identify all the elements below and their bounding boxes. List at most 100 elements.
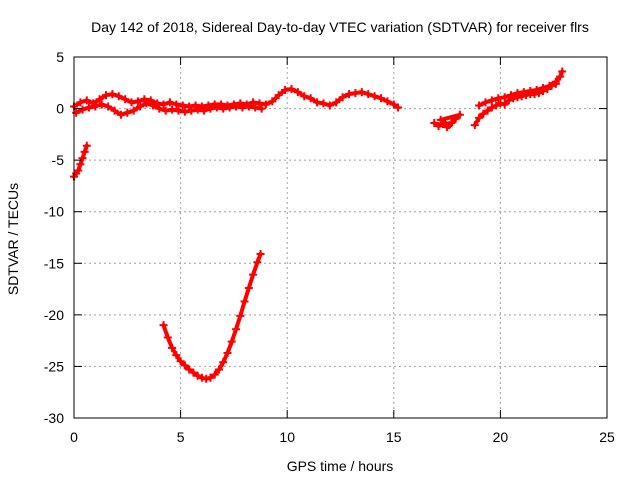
data-point xyxy=(232,325,241,334)
data-point xyxy=(78,154,87,163)
data-point xyxy=(500,100,509,109)
data-point xyxy=(76,160,85,169)
data-point xyxy=(193,371,202,380)
data-point xyxy=(300,92,309,101)
data-point xyxy=(244,102,253,111)
data-point xyxy=(487,96,496,105)
data-point xyxy=(526,87,535,96)
data-point xyxy=(539,83,548,92)
data-point xyxy=(161,106,170,115)
data-point xyxy=(519,88,528,97)
data-point xyxy=(206,373,215,382)
data-point xyxy=(165,98,174,107)
data-point xyxy=(238,103,247,112)
data-point xyxy=(500,93,509,102)
data-point xyxy=(148,101,157,110)
y-tick-label: -15 xyxy=(44,255,64,271)
data-point xyxy=(364,90,373,99)
data-point xyxy=(436,115,445,124)
data-point xyxy=(319,99,328,108)
data-point xyxy=(136,102,145,111)
data-point xyxy=(202,374,211,383)
data-point xyxy=(174,106,183,115)
data-point xyxy=(357,88,366,97)
data-point xyxy=(172,100,181,109)
plot-frame xyxy=(73,56,608,419)
data-point xyxy=(78,105,87,114)
data-point xyxy=(434,122,443,131)
y-tick-label: -25 xyxy=(44,358,64,374)
data-point xyxy=(159,321,168,330)
data-point xyxy=(257,104,266,113)
data-point xyxy=(214,365,223,374)
y-tick-label: 5 xyxy=(56,49,64,65)
data-point xyxy=(470,121,479,130)
data-point xyxy=(163,333,172,342)
data-point xyxy=(325,101,334,110)
data-point xyxy=(240,297,249,306)
data-point xyxy=(351,89,360,98)
data-point xyxy=(287,84,296,93)
data-point xyxy=(219,358,228,367)
data-point xyxy=(84,103,93,112)
data-point xyxy=(116,110,125,119)
data-point xyxy=(155,104,164,113)
data-point xyxy=(496,99,505,108)
data-point xyxy=(383,97,392,106)
data-point xyxy=(197,373,206,382)
data-point xyxy=(551,79,560,88)
data-point xyxy=(82,96,91,105)
data-point xyxy=(253,258,262,267)
data-point xyxy=(377,94,386,103)
data-point xyxy=(129,106,138,115)
data-point xyxy=(394,103,403,112)
data-point xyxy=(206,104,215,113)
data-point xyxy=(451,114,460,123)
data-point xyxy=(293,88,302,97)
data-point xyxy=(142,99,151,108)
data-point xyxy=(251,103,260,112)
data-point xyxy=(110,106,119,115)
data-point xyxy=(127,98,136,107)
data-point xyxy=(558,67,567,76)
data-point xyxy=(180,361,189,370)
data-point xyxy=(140,95,149,104)
y-tick-label: -20 xyxy=(44,307,64,323)
data-point xyxy=(189,368,198,377)
x-tick-label: 25 xyxy=(599,429,615,445)
data-point xyxy=(438,120,447,129)
data-point xyxy=(487,103,496,112)
chart-title: Day 142 of 2018, Sidereal Day-to-day VTE… xyxy=(91,19,589,35)
data-point xyxy=(232,102,241,111)
data-point xyxy=(261,100,270,109)
x-tick-label: 20 xyxy=(493,429,509,445)
data-point xyxy=(223,349,232,358)
data-point xyxy=(82,141,91,150)
data-point xyxy=(104,102,113,111)
grid-layer xyxy=(74,57,607,418)
data-point xyxy=(172,351,181,360)
data-point xyxy=(74,166,83,175)
data-point xyxy=(332,98,341,107)
series-trace-dip-curve xyxy=(161,252,263,381)
x-tick-label: 0 xyxy=(70,429,78,445)
data-point xyxy=(187,106,196,115)
data-point xyxy=(180,107,189,116)
data-point xyxy=(507,91,516,100)
data-point xyxy=(268,97,277,106)
data-point xyxy=(475,113,484,122)
data-point xyxy=(492,101,501,110)
data-point xyxy=(532,86,541,95)
data-point xyxy=(108,90,117,99)
data-point xyxy=(306,94,315,103)
x-tick-label: 5 xyxy=(177,429,185,445)
x-axis-label: GPS time / hours xyxy=(287,458,394,474)
data-point xyxy=(475,101,484,110)
data-point xyxy=(445,121,454,130)
data-point xyxy=(227,337,236,346)
data-point xyxy=(193,105,202,114)
x-tick-label: 10 xyxy=(279,429,295,445)
data-point xyxy=(256,250,265,259)
